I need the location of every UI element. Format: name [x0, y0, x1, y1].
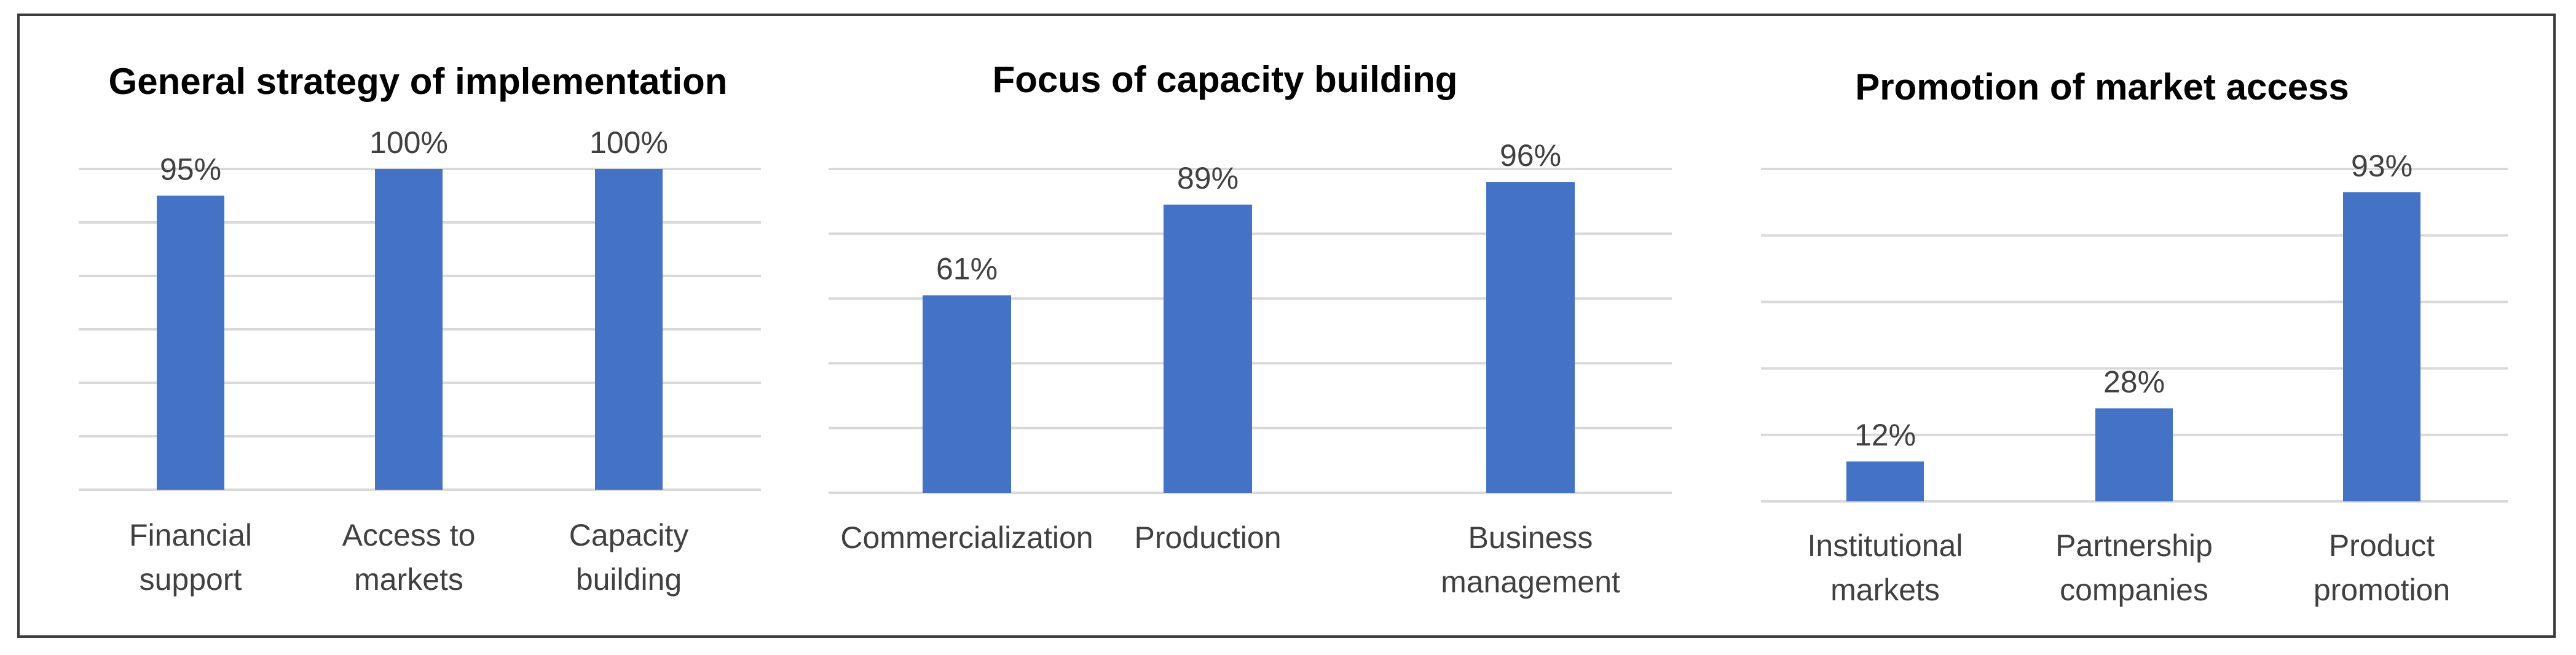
- data-label: 93%: [2351, 149, 2413, 183]
- bar: [595, 169, 663, 490]
- category-label: markets: [354, 562, 463, 597]
- bar: [1486, 182, 1575, 493]
- bar: [375, 169, 443, 490]
- category-label: promotion: [2314, 573, 2450, 607]
- plot-area: 95% Financial support 100% Access to markets 1…: [79, 125, 761, 597]
- bar: [2095, 408, 2173, 501]
- category-label: markets: [1830, 573, 1940, 607]
- bar: [1164, 204, 1252, 493]
- category-label: Access to: [342, 518, 476, 552]
- chart-panel-market-access: Promotion of market access 12% Institutio…: [1761, 66, 2508, 607]
- chart-title: Focus of capacity building: [993, 59, 1458, 100]
- bar: [157, 195, 224, 490]
- category-label: Product: [2329, 528, 2435, 563]
- category-label: companies: [2060, 573, 2208, 607]
- plot-area: 61% Commercialization 89% Production 96% Busi…: [829, 138, 1672, 599]
- category-label: Commercialization: [840, 520, 1093, 555]
- category-label: Production: [1134, 520, 1281, 555]
- chart-title: Promotion of market access: [1855, 66, 2349, 108]
- chart-panel-capacity: Focus of capacity building 61% Commercial…: [829, 59, 1672, 599]
- category-label: Financial: [129, 518, 252, 552]
- category-label: Business: [1468, 520, 1593, 555]
- plot-area: 12% Institutional markets 28% Partnership com…: [1761, 149, 2508, 607]
- bar: [2343, 192, 2420, 501]
- bar: [923, 295, 1011, 493]
- chart-panel-strategy: General strategy of implementation 95% Fi…: [79, 61, 761, 597]
- data-label: 28%: [2103, 365, 2165, 399]
- data-label: 95%: [160, 152, 221, 187]
- category-label: support: [140, 562, 242, 597]
- bar: [1846, 461, 1924, 501]
- data-label: 100%: [589, 125, 668, 160]
- data-label: 61%: [936, 252, 998, 286]
- chart-title: General strategy of implementation: [109, 61, 728, 102]
- category-label: Partnership: [2055, 528, 2213, 563]
- category-label: management: [1441, 565, 1620, 599]
- category-label: Capacity: [569, 518, 689, 552]
- data-label: 12%: [1854, 418, 1916, 452]
- category-label: building: [576, 562, 682, 597]
- data-label: 96%: [1500, 138, 1561, 173]
- category-label: Institutional: [1808, 528, 1963, 563]
- data-label: 89%: [1177, 161, 1239, 195]
- data-label: 100%: [369, 125, 448, 160]
